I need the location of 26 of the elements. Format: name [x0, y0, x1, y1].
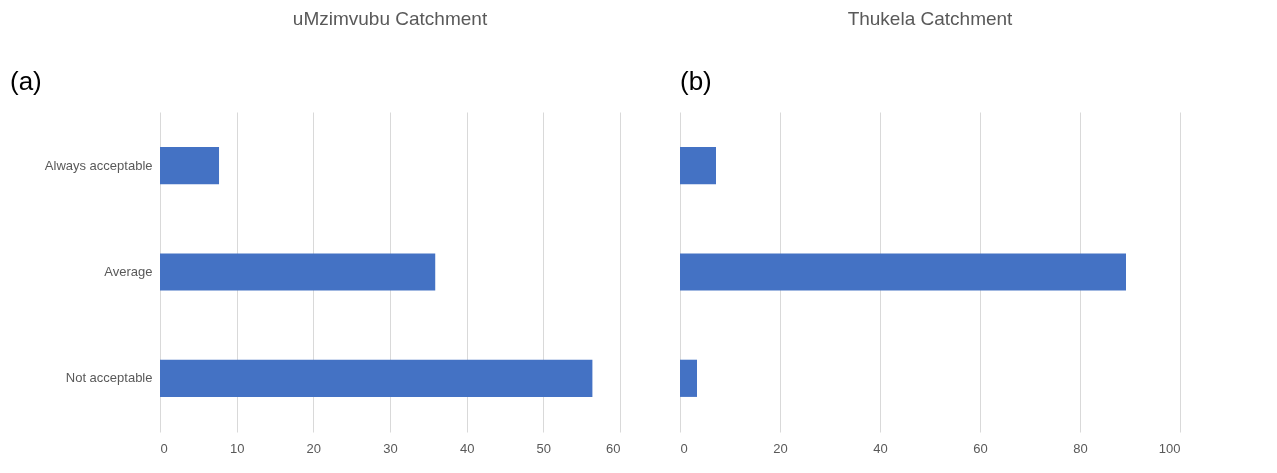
x-tick-label: 30	[383, 440, 398, 456]
x-tick-label: 10	[229, 440, 245, 456]
y-tick-label: Always acceptable	[44, 157, 153, 173]
chart-title: uMzimvubu Catchment	[292, 8, 488, 29]
bar	[680, 359, 697, 397]
bar	[160, 253, 436, 291]
bar	[160, 147, 220, 185]
text: (b)	[680, 66, 712, 96]
x-tick-label: 20	[306, 440, 322, 456]
x-tick-label: 50	[536, 440, 552, 456]
x-tick-label: 20	[773, 440, 788, 456]
x-tick-label: 0	[160, 440, 168, 456]
x-tick-label: 60	[606, 440, 621, 456]
x-tick-label: 40	[873, 440, 888, 456]
x-tick-label: 40	[459, 440, 475, 456]
y-tick-label: Not acceptable	[65, 370, 153, 386]
bar	[160, 359, 593, 397]
bar	[680, 147, 716, 185]
bar	[680, 253, 1126, 291]
chart-title: Thukela Catchment	[847, 8, 1014, 29]
y-tick-label: Average	[104, 264, 153, 279]
x-tick-label: 80	[1073, 440, 1088, 456]
text: (a)	[10, 66, 42, 96]
x-tick-label: 100	[1158, 440, 1181, 456]
x-tick-label: 0	[680, 440, 688, 456]
x-tick-label: 60	[973, 440, 988, 456]
